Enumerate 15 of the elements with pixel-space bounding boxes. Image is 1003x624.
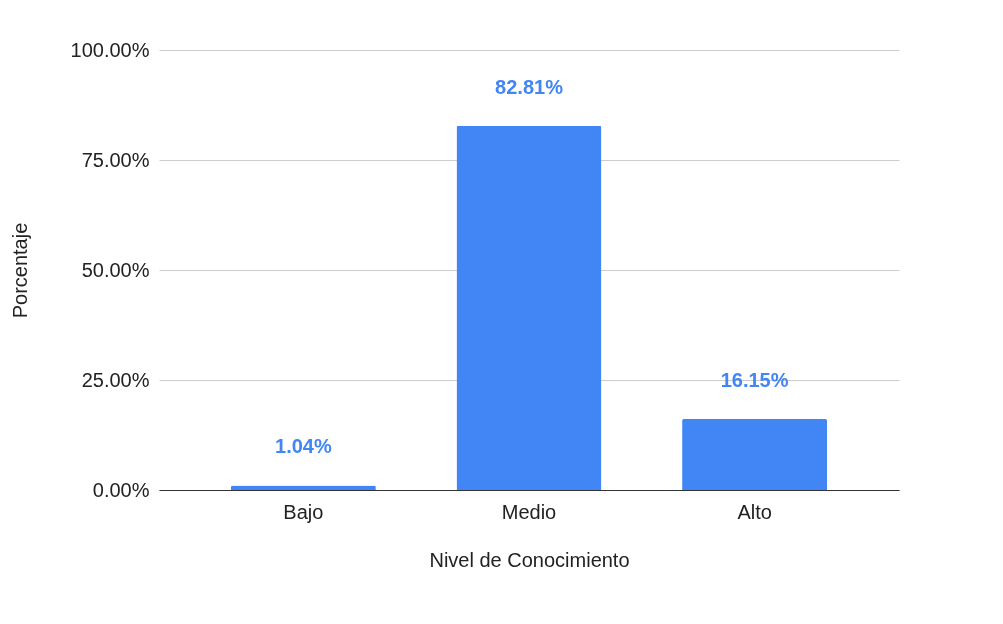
data-label: 1.04% bbox=[275, 435, 332, 458]
y-tick-label: 0.00% bbox=[92, 478, 150, 501]
x-tick-label: Alto bbox=[737, 500, 772, 523]
data-label: 16.15% bbox=[720, 368, 789, 391]
x-tick-label: Bajo bbox=[283, 500, 324, 523]
y-tick-label: 50.00% bbox=[81, 258, 150, 281]
bar bbox=[682, 418, 828, 490]
data-label: 82.81% bbox=[495, 75, 564, 98]
y-tick-label: 100.00% bbox=[70, 38, 150, 61]
x-tick-label: Medio bbox=[501, 500, 557, 523]
y-tick-label: 75.00% bbox=[81, 148, 150, 171]
bar bbox=[456, 125, 602, 490]
x-axis-title: Nivel de Conocimiento bbox=[429, 548, 630, 571]
y-axis-title: Porcentaje bbox=[8, 222, 31, 319]
y-tick-label: 25.00% bbox=[81, 368, 150, 391]
